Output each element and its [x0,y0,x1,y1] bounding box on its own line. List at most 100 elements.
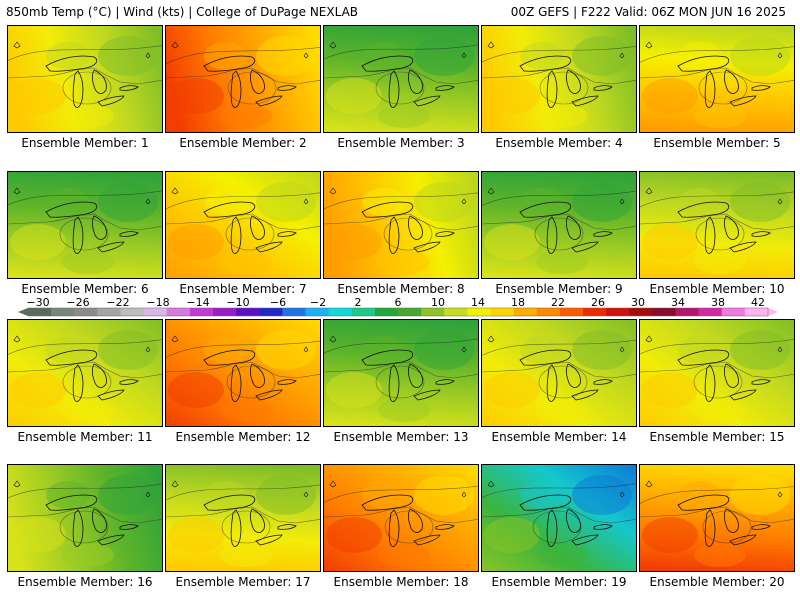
colorbar-swatch [97,308,121,316]
chart-title: 850mb Temp (°C) | Wind (kts) | College o… [6,5,359,19]
colorbar-swatch [675,308,700,316]
temperature-map [7,171,163,279]
ensemble-member-panel: Ensemble Member: 15 [639,319,795,447]
colorbar-swatch [744,308,769,316]
ensemble-member-panel: Ensemble Member: 16 [7,464,163,592]
ensemble-member-label: Ensemble Member: 18 [333,575,469,589]
ensemble-member-panel: Ensemble Member: 11 [7,319,163,447]
colorbar-swatch [213,308,237,316]
temperature-map [481,25,637,133]
temperature-map [481,464,637,572]
ensemble-member-panel: Ensemble Member: 6 [7,171,163,299]
colorbar-tick-label: −6 [270,296,286,309]
colorbar-tick-label: −26 [66,296,89,309]
ensemble-member-panel: Ensemble Member: 4 [481,25,637,153]
temperature-map [639,464,795,572]
colorbar-tick-label: 30 [631,296,645,309]
colorbar-tick-label: 18 [511,296,525,309]
colorbar-swatch [374,308,399,316]
colorbar-swatch [28,308,52,316]
temperature-map [165,464,321,572]
ensemble-member-panel: Ensemble Member: 20 [639,464,795,592]
ensemble-member-label: Ensemble Member: 14 [491,430,627,444]
colorbar-swatch [490,308,515,316]
temperature-map [639,25,795,133]
colorbar-swatch [652,308,676,316]
ensemble-member-panel: Ensemble Member: 17 [165,464,321,592]
ensemble-member-panel: Ensemble Member: 19 [481,464,637,592]
colorbar-tick-label: 10 [431,296,445,309]
ensemble-member-label: Ensemble Member: 15 [649,430,785,444]
colorbar-tick-label: −22 [106,296,129,309]
colorbar-swatch [606,308,630,316]
ensemble-member-label: Ensemble Member: 4 [495,136,623,150]
colorbar-swatch [467,308,491,316]
temperature-map [165,171,321,279]
temperature-map [165,319,321,427]
temperature-map [323,319,479,427]
ensemble-member-label: Ensemble Member: 12 [175,430,311,444]
colorbar-tick-label: 38 [711,296,725,309]
colorbar-swatch [51,308,75,316]
colorbar-swatch [629,308,653,316]
colorbar-swatch [328,308,353,316]
colorbar-tick-label: 26 [591,296,605,309]
colorbar-tick-label: 14 [471,296,485,309]
temperature-map [323,171,479,279]
colorbar-swatch [721,308,746,316]
ensemble-member-panel: Ensemble Member: 10 [639,171,795,299]
ensemble-member-panel: Ensemble Member: 13 [323,319,479,447]
colorbar-swatch [166,308,191,316]
colorbar-swatch [583,308,607,316]
ensemble-member-panel: Ensemble Member: 9 [481,171,637,299]
temperature-map [481,171,637,279]
colorbar-swatch [305,308,330,316]
colorbar-tick-label: 6 [395,296,402,309]
colorbar-tick-label: −18 [146,296,169,309]
ensemble-member-label: Ensemble Member: 6 [21,282,149,296]
colorbar-tick-label: −10 [226,296,249,309]
ensemble-member-label: Ensemble Member: 9 [495,282,623,296]
colorbar-swatch [236,308,260,316]
temperature-map [639,319,795,427]
colorbar-swatch [559,308,584,316]
ensemble-member-panel: Ensemble Member: 7 [165,171,321,299]
colorbar-swatch [398,308,422,316]
ensemble-member-label: Ensemble Member: 11 [17,430,153,444]
ensemble-member-panel: Ensemble Member: 12 [165,319,321,447]
ensemble-member-panel: Ensemble Member: 2 [165,25,321,153]
colorbar-swatch [74,308,98,316]
colorbar-swatch [513,308,538,316]
temperature-map [7,25,163,133]
ensemble-member-label: Ensemble Member: 7 [179,282,307,296]
ensemble-member-panel: Ensemble Member: 5 [639,25,795,153]
ensemble-member-label: Ensemble Member: 10 [649,282,785,296]
temperature-map [639,171,795,279]
ensemble-member-label: Ensemble Member: 16 [17,575,153,589]
colorbar-swatch [143,308,168,316]
ensemble-member-panel: Ensemble Member: 8 [323,171,479,299]
temperature-map [165,25,321,133]
ensemble-member-label: Ensemble Member: 8 [337,282,465,296]
temperature-map [7,464,163,572]
colorbar-swatch [351,308,376,316]
ensemble-member-label: Ensemble Member: 13 [333,430,469,444]
colorbar-tick-label: −2 [310,296,326,309]
ensemble-member-label: Ensemble Member: 20 [649,575,785,589]
ensemble-member-panel: Ensemble Member: 1 [7,25,163,153]
colorbar-swatch [282,308,306,316]
ensemble-member-panel: Ensemble Member: 14 [481,319,637,447]
colorbar-swatch [189,308,214,316]
temperature-map [481,319,637,427]
ensemble-member-label: Ensemble Member: 1 [21,136,149,150]
colorbar-tick-label: 34 [671,296,685,309]
colorbar-swatch [421,308,445,316]
temperature-map [7,319,163,427]
ensemble-member-label: Ensemble Member: 2 [179,136,307,150]
colorbar-tick-label: 22 [551,296,565,309]
ensemble-member-panel: Ensemble Member: 18 [323,464,479,592]
colorbar-tick-label: −30 [26,296,49,309]
colorbar-swatch [698,308,723,316]
colorbar-tick-label: 42 [751,296,765,309]
colorbar-swatch [536,308,561,316]
